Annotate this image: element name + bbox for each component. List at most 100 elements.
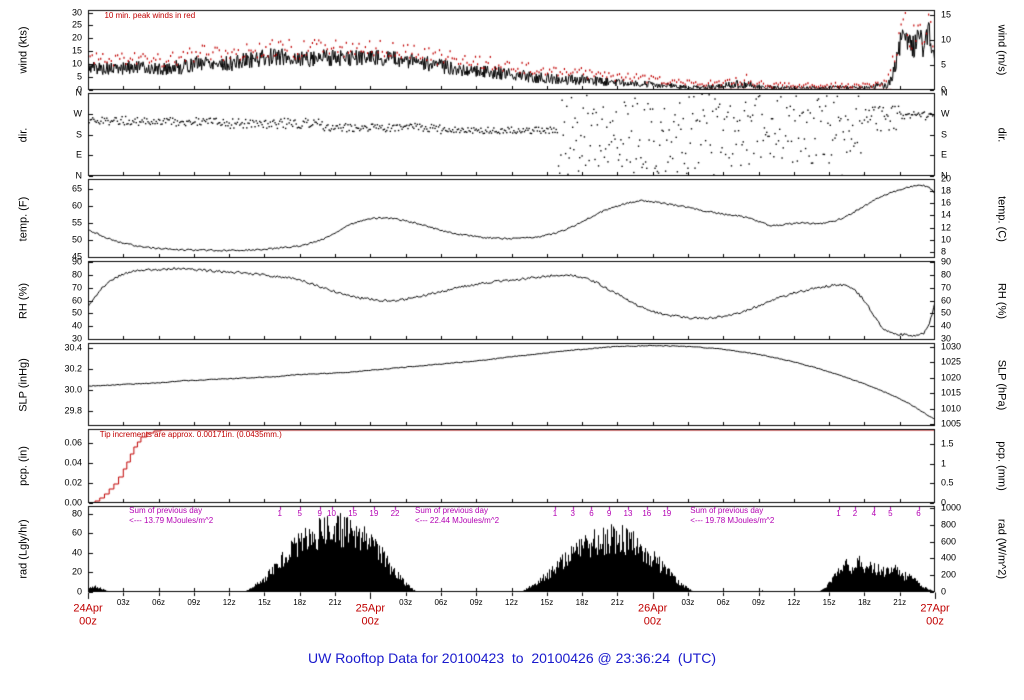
slp-ytick-right: 1020 bbox=[941, 372, 962, 383]
wind-ytick-right: 0 bbox=[941, 84, 947, 95]
rad-ytick-right: 1000 bbox=[941, 502, 962, 513]
dir-ytick-left: S bbox=[75, 129, 82, 139]
rad-axis-label-left: rad (Lgly/hr) bbox=[17, 519, 30, 579]
pcp-ytick-left: 0.02 bbox=[64, 477, 82, 488]
slp-ytick-right: 1010 bbox=[941, 403, 962, 414]
rad-hour-mark: 3 bbox=[570, 509, 575, 518]
rad-hour-mark: 4 bbox=[871, 509, 877, 518]
x-tick-label: 06z bbox=[716, 598, 730, 607]
temp-ytick-left: 60 bbox=[71, 200, 82, 211]
temp-ytick-right: 14 bbox=[941, 209, 952, 220]
rad-hour-mark: 1 bbox=[552, 509, 558, 518]
pcp-ytick-right: 1.5 bbox=[941, 438, 954, 449]
wind-peaks-note: 10 min. peak winds in red bbox=[104, 11, 196, 20]
rad-ytick-right: 800 bbox=[941, 519, 957, 530]
rad-hour-mark: 5 bbox=[888, 509, 893, 518]
dir-ytick-left: N bbox=[75, 170, 83, 181]
slp-ytick-right: 1015 bbox=[941, 387, 962, 398]
dir-ytick-right: W bbox=[941, 108, 950, 119]
rad-hour-mark: 9 bbox=[606, 509, 612, 518]
rad-ytick-left: 40 bbox=[71, 547, 82, 558]
rad-ytick-right: 200 bbox=[941, 569, 957, 580]
rad-ytick-left: 0 bbox=[76, 586, 82, 597]
slp-ytick-left: 30.2 bbox=[64, 363, 82, 374]
temp-ytick-right: 10 bbox=[941, 234, 952, 245]
rh-ytick-right: 90 bbox=[941, 256, 952, 267]
rad-hour-mark: 15 bbox=[348, 509, 358, 518]
wind-axis-label-right: wind (m/s) bbox=[995, 24, 1008, 76]
pcp-axis-label-right: pcp. (mm) bbox=[995, 441, 1008, 491]
x-tick-label: 12z bbox=[787, 598, 801, 607]
x-tick-label: 12z bbox=[222, 598, 236, 607]
rad-sum-note-line2: <--- 19.78 MJoules/m^2 bbox=[690, 516, 775, 525]
wind-ytick-left: 30 bbox=[71, 7, 82, 18]
rh-ytick-left: 30 bbox=[71, 333, 82, 344]
rh-ytick-right: 70 bbox=[941, 282, 952, 293]
temp-ytick-left: 65 bbox=[71, 183, 82, 194]
rad-ytick-right: 400 bbox=[941, 552, 957, 563]
rh-ytick-right: 50 bbox=[941, 307, 952, 318]
wind-ytick-right: 15 bbox=[941, 9, 952, 20]
rad-hour-mark: 19 bbox=[662, 509, 672, 518]
x-day-hour-label: 00z bbox=[926, 615, 944, 628]
dir-axis-label-right: dir. bbox=[995, 127, 1008, 142]
x-tick-label: 21z bbox=[328, 598, 342, 607]
rh-axis-label-left: RH (%) bbox=[17, 282, 30, 319]
rh-ytick-left: 70 bbox=[71, 282, 82, 293]
x-tick-label: 03z bbox=[681, 598, 695, 607]
rad-ytick-left: 80 bbox=[71, 508, 82, 519]
rh-ytick-left: 60 bbox=[71, 295, 82, 305]
wind-ytick-left: 25 bbox=[71, 19, 82, 30]
temp-ytick-right: 12 bbox=[941, 222, 952, 233]
x-tick-label: 09z bbox=[469, 598, 483, 607]
x-tick-label: 12z bbox=[505, 598, 518, 607]
rad-hour-mark: 10 bbox=[327, 509, 336, 518]
slp-ytick-right: 1025 bbox=[941, 356, 962, 367]
x-tick-label: 18z bbox=[293, 598, 307, 607]
x-tick-label: 18z bbox=[857, 598, 871, 607]
rad-ytick-right: 600 bbox=[941, 536, 957, 547]
x-day-label: 27Apr bbox=[920, 602, 950, 615]
dir-ytick-left: N bbox=[75, 87, 83, 98]
temp-axis-label-left: temp. (F) bbox=[17, 196, 30, 241]
x-day-hour-label: 00z bbox=[361, 615, 380, 628]
temp-ytick-right: 20 bbox=[941, 173, 952, 184]
x-tick-label: 18z bbox=[575, 598, 589, 607]
rad-hour-mark: 19 bbox=[369, 509, 379, 518]
x-tick-label: 09z bbox=[187, 598, 201, 607]
pcp-ytick-left: 0.04 bbox=[64, 457, 82, 468]
rad-sum-note-line1: Sum of previous day bbox=[690, 506, 764, 515]
temp-ytick-right: 16 bbox=[941, 197, 952, 208]
rh-ytick-right: 60 bbox=[941, 295, 952, 305]
x-tick-label: 15z bbox=[540, 598, 554, 607]
pcp-ytick-right: 0 bbox=[941, 497, 947, 508]
wind-ytick-right: 10 bbox=[941, 34, 952, 45]
pcp-axis-label-left: pcp. (in) bbox=[17, 446, 30, 486]
dir-ytick-right: N bbox=[941, 170, 948, 181]
figure-title: UW Rooftop Data for 20100423 to 20100426… bbox=[307, 650, 716, 666]
x-day-label: 24Apr bbox=[73, 602, 103, 615]
rh-ytick-left: 40 bbox=[71, 320, 82, 331]
x-day-hour-label: 00z bbox=[79, 615, 97, 628]
rad-hour-mark: 6 bbox=[916, 509, 921, 518]
wind-axis-label-left: wind (kts) bbox=[17, 26, 30, 74]
pcp-ytick-left: 0.00 bbox=[64, 497, 82, 508]
temp-ytick-left: 50 bbox=[71, 234, 82, 245]
rad-sum-note-line2: <--- 22.44 MJoules/m^2 bbox=[415, 516, 500, 525]
x-tick-label: 06z bbox=[152, 598, 166, 607]
x-tick-label: 03z bbox=[399, 598, 413, 607]
slp-ytick-left: 30.4 bbox=[64, 342, 82, 353]
dir-ytick-right: S bbox=[941, 129, 948, 139]
x-tick-label: 06z bbox=[434, 598, 448, 607]
x-tick-label: 21z bbox=[893, 598, 907, 607]
rh-axis-label-right: RH (%) bbox=[995, 282, 1008, 319]
x-tick-label: 09z bbox=[752, 598, 765, 607]
temp-ytick-right: 8 bbox=[941, 246, 947, 257]
temp-axis-label-right: temp. (C) bbox=[995, 195, 1008, 242]
x-tick-label: 03z bbox=[116, 598, 130, 607]
x-day-label: 26Apr bbox=[637, 602, 668, 615]
rad-hour-mark: 16 bbox=[642, 509, 652, 518]
rad-ytick-right: 0 bbox=[941, 586, 947, 597]
x-day-hour-label: 00z bbox=[643, 615, 662, 628]
